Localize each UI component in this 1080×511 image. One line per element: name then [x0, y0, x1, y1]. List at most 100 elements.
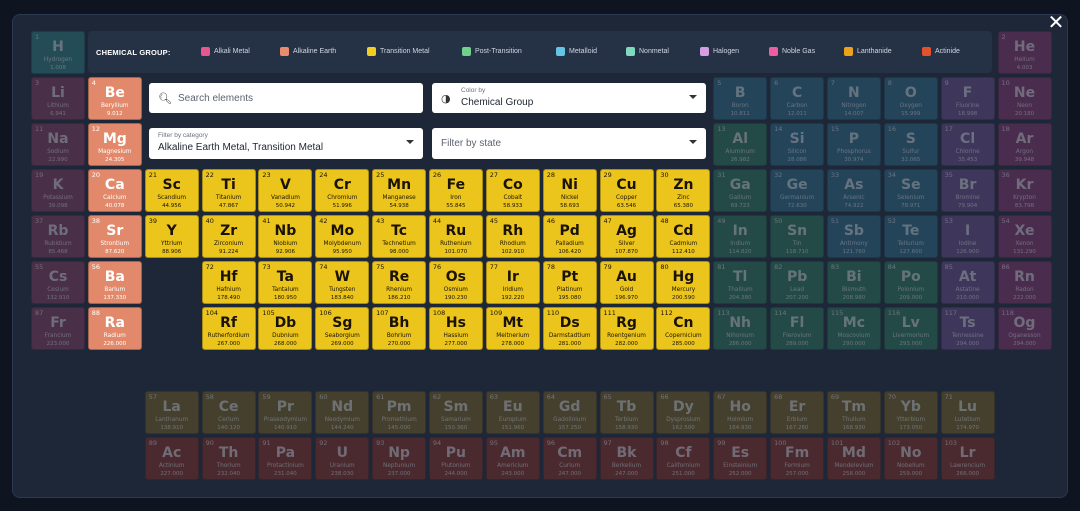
element-cell[interactable]: 84 Po Polonium 209.000: [883, 261, 938, 304]
element-cell[interactable]: 115 Mc Moscovium 290.000: [826, 307, 881, 350]
element-cell[interactable]: 50 Sn Tin 118.710: [770, 215, 825, 258]
element-cell[interactable]: 107 Bh Bohrium 270.000: [372, 307, 427, 350]
element-cell[interactable]: 68 Er Erbium 167.260: [770, 391, 825, 434]
element-cell[interactable]: 45 Rh Rhodium 102.910: [485, 215, 540, 258]
element-cell[interactable]: 40 Zr Zirconium 91.224: [201, 215, 256, 258]
element-cell[interactable]: 62 Sm Samarium 150.360: [428, 391, 483, 434]
element-cell[interactable]: 57 La Lanthanum 138.910: [144, 391, 199, 434]
filter-category-select[interactable]: Filter by category Alkaline Earth Metal,…: [149, 128, 423, 159]
element-cell[interactable]: 55 Cs Cesium 132.910: [31, 261, 85, 304]
element-cell[interactable]: 71 Lu Lutetium 174.970: [940, 391, 995, 434]
element-cell[interactable]: 96 Cm Curium 247.000: [542, 437, 597, 480]
element-cell[interactable]: 105 Db Dubnium 268.000: [258, 307, 313, 350]
element-cell[interactable]: 72 Hf Hafnium 178.490: [201, 261, 256, 304]
element-cell[interactable]: 37 Rb Rubidium 85.468: [31, 215, 85, 258]
element-cell[interactable]: 87 Fr Francium 223.000: [31, 307, 85, 350]
element-cell[interactable]: 4 Be Beryllium 9.012: [87, 77, 142, 120]
element-cell[interactable]: 117 Ts Tennessine 294.000: [940, 307, 995, 350]
element-cell[interactable]: 91 Pa Protactinium 231.040: [258, 437, 313, 480]
element-cell[interactable]: 51 Sb Antimony 121.760: [826, 215, 881, 258]
element-cell[interactable]: 25 Mn Manganese 54.938: [372, 169, 427, 212]
element-cell[interactable]: 116 Lv Livermorium 293.000: [883, 307, 938, 350]
element-cell[interactable]: 48 Cd Cadmium 112.410: [656, 215, 711, 258]
element-cell[interactable]: 108 Hs Hassium 277.000: [428, 307, 483, 350]
element-cell[interactable]: 70 Yb Ytterbium 173.050: [883, 391, 938, 434]
element-cell[interactable]: 74 W Tungsten 183.840: [315, 261, 370, 304]
element-cell[interactable]: 56 Ba Barium 137.330: [87, 261, 142, 304]
element-cell[interactable]: 14 Si Silicon 28.086: [770, 123, 825, 166]
element-cell[interactable]: 52 Te Tellurium 127.600: [883, 215, 938, 258]
element-cell[interactable]: 69 Tm Thulium 168.930: [826, 391, 881, 434]
element-cell[interactable]: 64 Gd Gadolinium 157.250: [542, 391, 597, 434]
element-cell[interactable]: 59 Pr Praseodymium 140.910: [258, 391, 313, 434]
element-cell[interactable]: 103 Lr Lawrencium 266.000: [940, 437, 995, 480]
element-cell[interactable]: 18 Ar Argon 39.948: [997, 123, 1052, 166]
element-cell[interactable]: 9 F Fluorine 18.998: [940, 77, 995, 120]
element-cell[interactable]: 104 Rf Rutherfordium 267.000: [201, 307, 256, 350]
element-cell[interactable]: 31 Ga Gallium 69.723: [713, 169, 768, 212]
element-cell[interactable]: 110 Ds Darmstadtium 281.000: [542, 307, 597, 350]
element-cell[interactable]: 67 Ho Holmium 164.930: [713, 391, 768, 434]
element-cell[interactable]: 92 U Uranium 238.030: [315, 437, 370, 480]
element-cell[interactable]: 77 Ir Iridium 192.220: [485, 261, 540, 304]
element-cell[interactable]: 10 Ne Neon 20.180: [997, 77, 1052, 120]
element-cell[interactable]: 102 No Nobelium 259.000: [883, 437, 938, 480]
element-cell[interactable]: 27 Co Cobalt 58.933: [485, 169, 540, 212]
close-button[interactable]: ✕: [1047, 10, 1065, 34]
element-cell[interactable]: 41 Nb Niobium 92.906: [258, 215, 313, 258]
element-cell[interactable]: 79 Au Gold 196.970: [599, 261, 654, 304]
element-cell[interactable]: 66 Dy Dysprosium 162.500: [656, 391, 711, 434]
element-cell[interactable]: 94 Pu Plutonium 244.000: [428, 437, 483, 480]
element-cell[interactable]: 23 V Vanadium 50.942: [258, 169, 313, 212]
element-cell[interactable]: 11 Na Sodium 22.990: [31, 123, 85, 166]
element-cell[interactable]: 7 N Nitrogen 14.007: [826, 77, 881, 120]
element-cell[interactable]: 82 Pb Lead 207.200: [770, 261, 825, 304]
element-cell[interactable]: 2 He Helium 4.003: [997, 31, 1052, 74]
element-cell[interactable]: 111 Rg Roentgenium 282.000: [599, 307, 654, 350]
element-cell[interactable]: 46 Pd Palladium 106.420: [542, 215, 597, 258]
element-cell[interactable]: 89 Ac Actinium 227.000: [144, 437, 199, 480]
element-cell[interactable]: 29 Cu Copper 63.546: [599, 169, 654, 212]
element-cell[interactable]: 34 Se Selenium 78.971: [883, 169, 938, 212]
element-cell[interactable]: 106 Sg Seaborgium 269.000: [315, 307, 370, 350]
element-cell[interactable]: 36 Kr Krypton 83.798: [997, 169, 1052, 212]
element-cell[interactable]: 85 At Astatine 210.000: [940, 261, 995, 304]
element-cell[interactable]: 28 Ni Nickel 58.693: [542, 169, 597, 212]
element-cell[interactable]: 22 Ti Titanium 47.867: [201, 169, 256, 212]
element-cell[interactable]: 35 Br Bromine 79.904: [940, 169, 995, 212]
element-cell[interactable]: 33 As Arsenic 74.922: [826, 169, 881, 212]
element-cell[interactable]: 5 B Boron 10.811: [713, 77, 768, 120]
element-cell[interactable]: 13 Al Aluminum 26.982: [713, 123, 768, 166]
element-cell[interactable]: 3 Li Lithium 6.941: [31, 77, 85, 120]
element-cell[interactable]: 21 Sc Scandium 44.956: [144, 169, 199, 212]
element-cell[interactable]: 95 Am Americium 243.000: [485, 437, 540, 480]
element-cell[interactable]: 114 Fl Flerovium 289.000: [770, 307, 825, 350]
element-cell[interactable]: 65 Tb Terbium 158.930: [599, 391, 654, 434]
element-cell[interactable]: 97 Bk Berkelium 247.000: [599, 437, 654, 480]
element-cell[interactable]: 81 Tl Thallium 204.380: [713, 261, 768, 304]
element-cell[interactable]: 26 Fe Iron 55.845: [428, 169, 483, 212]
element-cell[interactable]: 6 C Carbon 12.011: [770, 77, 825, 120]
element-cell[interactable]: 12 Mg Magnesium 24.305: [87, 123, 142, 166]
element-cell[interactable]: 44 Ru Ruthenium 101.070: [428, 215, 483, 258]
element-cell[interactable]: 73 Ta Tantalum 180.950: [258, 261, 313, 304]
element-cell[interactable]: 88 Ra Radium 226.000: [87, 307, 142, 350]
element-cell[interactable]: 83 Bi Bismuth 208.980: [826, 261, 881, 304]
element-cell[interactable]: 93 Np Neptunium 237.000: [372, 437, 427, 480]
element-cell[interactable]: 86 Rn Radon 222.000: [997, 261, 1052, 304]
element-cell[interactable]: 1 H Hydrogen 1.008: [31, 31, 85, 74]
element-cell[interactable]: 112 Cn Copernicium 285.000: [656, 307, 711, 350]
element-cell[interactable]: 63 Eu Europium 151.960: [485, 391, 540, 434]
element-cell[interactable]: 54 Xe Xenon 131.290: [997, 215, 1052, 258]
element-cell[interactable]: 61 Pm Promethium 145.000: [372, 391, 427, 434]
element-cell[interactable]: 101 Md Mendelevium 258.000: [826, 437, 881, 480]
search-input[interactable]: 🔍︎ Search elements: [149, 83, 423, 113]
element-cell[interactable]: 17 Cl Chlorine 35.453: [940, 123, 995, 166]
element-cell[interactable]: 16 S Sulfur 32.065: [883, 123, 938, 166]
element-cell[interactable]: 99 Es Einsteinium 252.000: [713, 437, 768, 480]
element-cell[interactable]: 80 Hg Mercury 200.590: [656, 261, 711, 304]
element-cell[interactable]: 30 Zn Zinc 65.380: [656, 169, 711, 212]
element-cell[interactable]: 39 Y Yttrium 88.906: [144, 215, 199, 258]
element-cell[interactable]: 113 Nh Nihonium 286.000: [713, 307, 768, 350]
filter-state-select[interactable]: Filter by state: [432, 128, 706, 159]
